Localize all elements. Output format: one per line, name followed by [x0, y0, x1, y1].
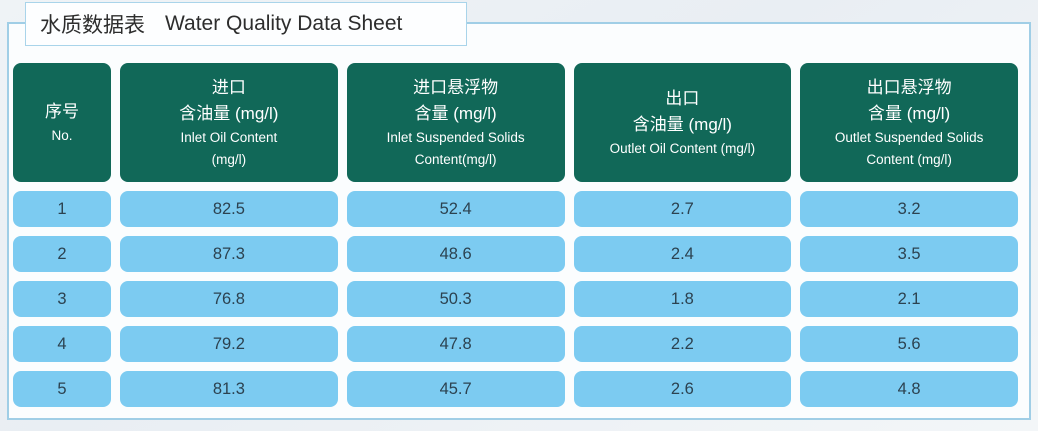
cell-inlet-oil: 87.3: [120, 236, 338, 272]
cell-outlet-oil: 2.4: [573, 236, 792, 272]
cell-no: 1: [13, 191, 111, 227]
cell-inlet-ss: 52.4: [346, 191, 565, 227]
header-inlet-oil-en-line1: Inlet Oil Content: [180, 129, 278, 145]
header-inlet-oil-en-line2: (mg/l): [211, 151, 247, 167]
cell-outlet-ss: 4.8: [800, 371, 1018, 407]
cell-inlet-ss: 47.8: [346, 326, 565, 362]
header-inlet-ss-en-line1: Inlet Suspended Solids: [386, 129, 525, 145]
cell-outlet-ss: 5.6: [800, 326, 1018, 362]
cell-outlet-oil: 2.6: [573, 371, 792, 407]
cell-no: 4: [13, 326, 111, 362]
cell-outlet-oil: 1.8: [573, 281, 792, 317]
cell-no: 2: [13, 236, 111, 272]
page-title-en: Water Quality Data Sheet: [165, 12, 403, 35]
header-outlet-oil-content: 出口 含油量 (mg/l) Outlet Oil Content (mg/l): [573, 63, 792, 182]
cell-outlet-oil: 2.7: [573, 191, 792, 227]
cell-inlet-ss: 50.3: [346, 281, 565, 317]
page-title: 水质数据表 Water Quality Data Sheet: [25, 2, 467, 46]
cell-inlet-oil: 76.8: [120, 281, 338, 317]
cell-outlet-ss: 2.1: [800, 281, 1018, 317]
cell-inlet-oil: 81.3: [120, 371, 338, 407]
header-outlet-ss-zh-line2: 含量 (mg/l): [868, 103, 951, 123]
header-outlet-oil-en-line1: Outlet Oil Content (mg/l): [609, 140, 756, 156]
header-outlet-oil-zh-line1: 出口: [665, 88, 700, 108]
cell-inlet-oil: 82.5: [120, 191, 338, 227]
header-inlet-suspended-solids: 进口悬浮物 含量 (mg/l) Inlet Suspended Solids C…: [346, 63, 565, 182]
cell-no: 5: [13, 371, 111, 407]
header-inlet-ss-zh-line2: 含量 (mg/l): [414, 103, 497, 123]
water-quality-table: 序号 No. 进口 含油量 (mg/l) Inlet Oil Content (…: [13, 63, 1018, 407]
cell-inlet-ss: 45.7: [346, 371, 565, 407]
cell-outlet-oil: 2.2: [573, 326, 792, 362]
header-outlet-ss-en-line1: Outlet Suspended Solids: [834, 129, 984, 145]
header-inlet-oil-zh-line2: 含油量 (mg/l): [179, 103, 279, 123]
header-inlet-oil-zh-line1: 进口: [211, 77, 246, 97]
cell-no: 3: [13, 281, 111, 317]
cell-inlet-ss: 48.6: [346, 236, 565, 272]
cell-outlet-ss: 3.2: [800, 191, 1018, 227]
page-title-zh: 水质数据表: [40, 14, 145, 37]
header-inlet-ss-en-line2: Content(mg/l): [414, 151, 497, 167]
cell-outlet-ss: 3.5: [800, 236, 1018, 272]
header-no-zh: 序号: [45, 101, 79, 121]
header-outlet-oil-zh-line2: 含油量 (mg/l): [632, 114, 732, 134]
header-inlet-ss-zh-line1: 进口悬浮物: [413, 77, 499, 97]
header-no: 序号 No.: [13, 63, 111, 182]
header-inlet-oil-content: 进口 含油量 (mg/l) Inlet Oil Content (mg/l): [120, 63, 338, 182]
header-outlet-suspended-solids: 出口悬浮物 含量 (mg/l) Outlet Suspended Solids …: [800, 63, 1018, 182]
header-no-en: No.: [51, 127, 73, 143]
header-outlet-ss-en-line2: Content (mg/l): [866, 151, 952, 167]
header-outlet-ss-zh-line1: 出口悬浮物: [866, 77, 952, 97]
cell-inlet-oil: 79.2: [120, 326, 338, 362]
